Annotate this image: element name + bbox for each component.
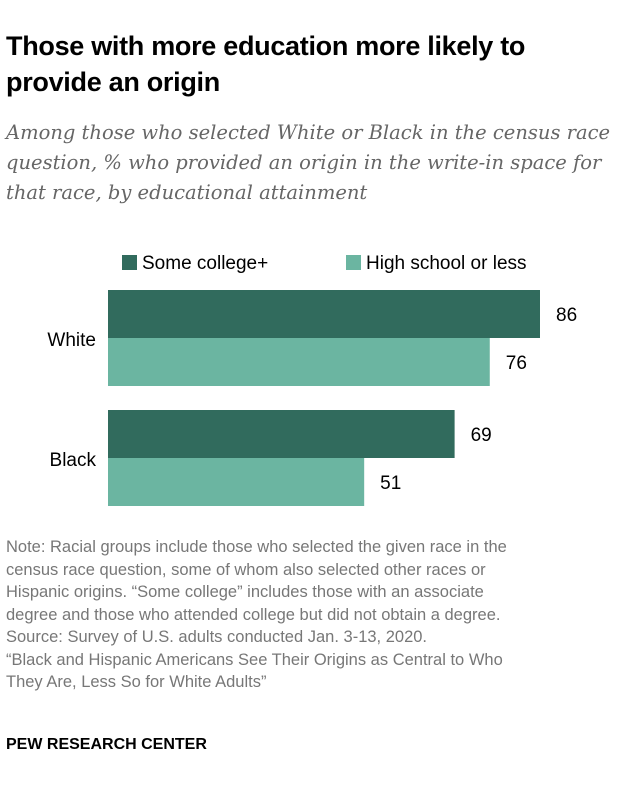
data-label: 76 [506,353,527,374]
brand-logo-text: PEW RESEARCH CENTER [6,736,207,753]
data-label: 69 [471,425,492,446]
bar [108,458,365,506]
category-label: White [47,330,96,351]
report-title-line: They Are, Less So for White Adults” [6,673,267,691]
chart-title: Those with more education more likely to… [6,31,526,97]
legend-swatch [346,255,361,270]
note-block: Note: Racial groups include those who se… [6,536,616,694]
source-line: Source: Survey of U.S. adults conducted … [6,628,427,646]
bar [108,410,455,458]
bar [108,290,540,338]
note-line: Note: Racial groups include those who se… [6,538,507,556]
bar [108,338,490,386]
note-line: degree and those who attended college bu… [6,605,501,624]
note-line: Hispanic origins. “Some college” include… [6,583,484,601]
legend-label: Some college+ [142,253,268,274]
data-label: 51 [380,473,401,494]
legend-label: High school or less [366,253,527,274]
legend-swatch [122,255,137,270]
chart-subtitle: Among those who selected White or Black … [6,121,611,204]
bar-chart: Some college+ High school or less White 86 7… [47,253,577,506]
note-line: census race question, some of whom also … [6,560,486,579]
category-label: Black [50,450,97,471]
report-title-line: “Black and Hispanic Americans See Their … [6,650,503,669]
data-label: 86 [556,305,577,326]
